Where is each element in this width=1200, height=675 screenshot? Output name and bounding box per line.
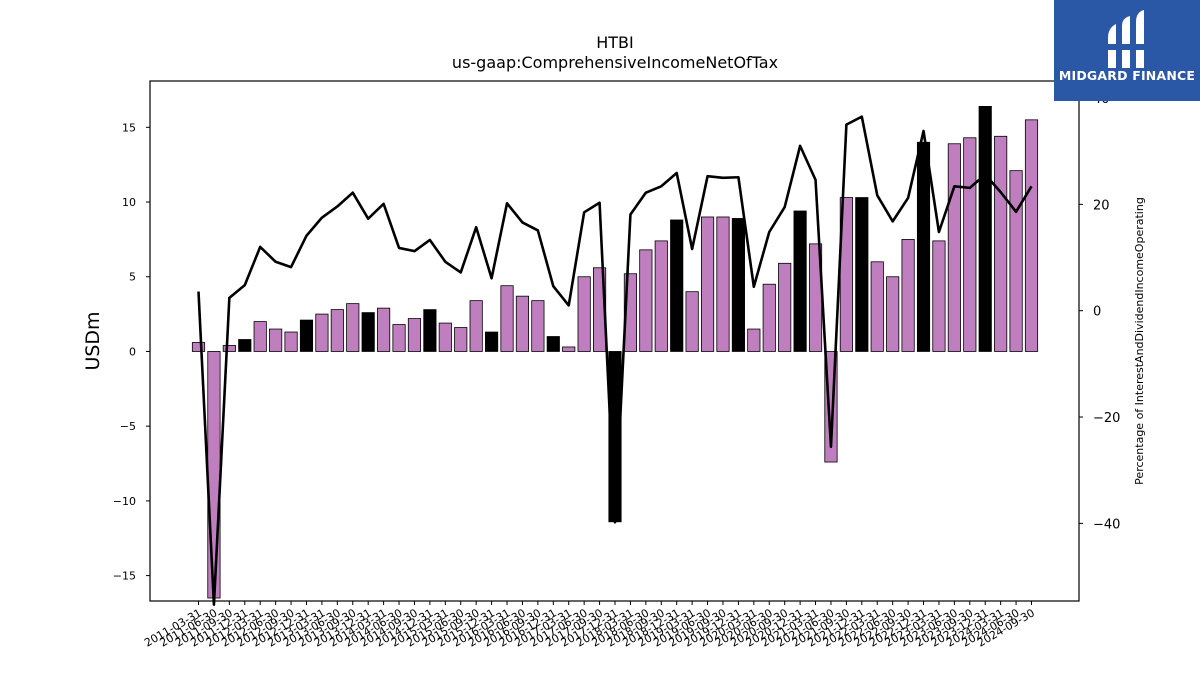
y-tick-label: −5	[120, 420, 136, 433]
pct-series-line	[197, 115, 1033, 607]
bar-2011-09-30	[222, 345, 236, 352]
y-ticks: −15 −10 −5 0 5 10 15	[113, 121, 150, 583]
bar-2018-09-30	[654, 240, 668, 352]
y-tick-label: 15	[122, 121, 136, 134]
bar-2013-03-31	[315, 313, 329, 352]
plot-frame	[149, 80, 1080, 602]
bar-2013-06-30	[330, 309, 344, 352]
bar-2022-06-30	[886, 276, 900, 352]
bar-2015-03-31	[438, 322, 452, 352]
bar-2023-03-31	[932, 240, 946, 352]
bar-2018-06-30	[639, 249, 653, 352]
y2-tick-label: 0	[1093, 305, 1101, 320]
bar-2014-03-31	[377, 307, 391, 352]
bar-2016-06-30	[515, 295, 530, 352]
bar-2022-03-31	[870, 261, 884, 352]
bar-2012-12-31	[299, 319, 314, 352]
bar-2013-12-31	[361, 312, 375, 352]
bar-2016-12-31	[546, 336, 560, 352]
bar-2022-12-31	[916, 141, 931, 352]
y-tick-label: −15	[113, 570, 136, 583]
logo-text: MIDGARD FINANCE	[1058, 68, 1196, 83]
bar-2013-09-30	[346, 303, 360, 352]
bar-2015-06-30	[454, 327, 468, 352]
chart-subtitle: us-gaap:ComprehensiveIncomeNetOfTax	[452, 53, 778, 72]
bar-2020-12-31	[793, 210, 807, 352]
y-axis-label: USDm	[82, 311, 104, 370]
bar-2021-12-31	[855, 197, 869, 352]
bar-2012-09-30	[284, 331, 298, 352]
bar-2024-03-31	[994, 135, 1008, 352]
bar-2023-06-30	[947, 143, 961, 352]
bar-2019-03-31	[685, 291, 699, 352]
midgard-finance-logo: MIDGARD FINANCE	[1054, 0, 1200, 101]
bar-2011-12-31	[238, 339, 252, 352]
bar-2015-09-30	[469, 300, 483, 352]
line-group	[197, 115, 1033, 607]
bar-2023-09-30	[963, 137, 977, 352]
bar-2014-09-30	[407, 318, 422, 352]
y2-ticks: −40−2002040	[1079, 92, 1120, 532]
bar-2022-09-30	[901, 238, 915, 352]
bar-2014-06-30	[392, 324, 406, 352]
bar-2024-06-30	[1009, 170, 1023, 352]
bar-2019-09-30	[716, 216, 730, 352]
bar-2020-03-31	[747, 328, 761, 352]
bar-2016-09-30	[531, 300, 545, 352]
y2-tick-label: −40	[1093, 517, 1120, 532]
logo-mark-icon	[1108, 10, 1144, 68]
y2-tick-label: 20	[1093, 198, 1110, 213]
bar-2015-12-31	[485, 331, 499, 352]
bar-2019-06-30	[700, 216, 715, 352]
x-ticks: 2011-03-312011-06-302011-09-302011-12-31…	[142, 601, 1037, 650]
bar-2012-06-30	[269, 328, 283, 352]
y-tick-label: 10	[122, 196, 136, 209]
y-tick-label: 0	[129, 345, 136, 358]
bar-2012-03-31	[253, 321, 267, 352]
bar-2020-06-30	[762, 283, 776, 352]
chart-title: HTBI	[596, 33, 634, 52]
bar-2024-09-30	[1024, 119, 1039, 352]
y2-tick-label: −20	[1093, 411, 1120, 426]
y-tick-label: −10	[113, 495, 136, 508]
bar-2019-12-31	[731, 218, 745, 352]
bar-2011-06-30	[207, 351, 221, 599]
bar-2020-09-30	[778, 262, 792, 352]
bar-2014-12-31	[423, 309, 437, 352]
bar-2017-03-31	[562, 346, 576, 352]
y2-axis-label: Percentage of InterestAndDividendIncomeO…	[1133, 197, 1146, 485]
bar-2016-03-31	[500, 285, 514, 352]
y-tick-label: 5	[129, 271, 136, 284]
bar-2018-12-31	[670, 219, 684, 352]
bar-2017-06-30	[577, 276, 591, 352]
bar-2011-03-31	[191, 342, 206, 352]
bar-2023-12-31	[978, 106, 992, 352]
